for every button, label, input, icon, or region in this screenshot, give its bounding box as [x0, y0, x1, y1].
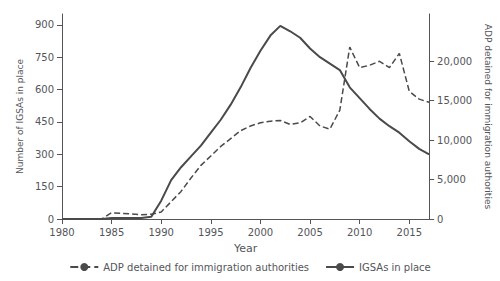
svg-text:10,000: 10,000	[437, 135, 472, 146]
svg-text:2000: 2000	[248, 227, 273, 238]
svg-text:0: 0	[48, 214, 54, 225]
svg-text:600: 600	[35, 84, 54, 95]
svg-text:1985: 1985	[99, 227, 124, 238]
svg-text:750: 750	[35, 52, 54, 63]
svg-text:0: 0	[437, 214, 443, 225]
svg-text:Number of IGSAs in place: Number of IGSAs in place	[15, 59, 25, 175]
svg-text:2015: 2015	[397, 227, 422, 238]
svg-text:ADP detained for immigration a: ADP detained for immigration authorities	[103, 262, 309, 273]
svg-text:150: 150	[35, 181, 54, 192]
svg-text:900: 900	[35, 19, 54, 30]
svg-text:5,000: 5,000	[437, 174, 466, 185]
svg-text:2005: 2005	[297, 227, 322, 238]
svg-text:ADP detained for immigration a: ADP detained for immigration authorities	[483, 24, 493, 210]
svg-text:20,000: 20,000	[437, 56, 472, 67]
svg-text:2010: 2010	[347, 227, 372, 238]
svg-text:300: 300	[35, 149, 54, 160]
svg-text:Year: Year	[233, 242, 258, 255]
svg-text:1995: 1995	[198, 227, 223, 238]
svg-text:450: 450	[35, 116, 54, 127]
svg-text:1980: 1980	[49, 227, 74, 238]
svg-text:IGSAs in place: IGSAs in place	[359, 262, 431, 273]
svg-text:1990: 1990	[148, 227, 173, 238]
svg-text:15,000: 15,000	[437, 95, 472, 106]
